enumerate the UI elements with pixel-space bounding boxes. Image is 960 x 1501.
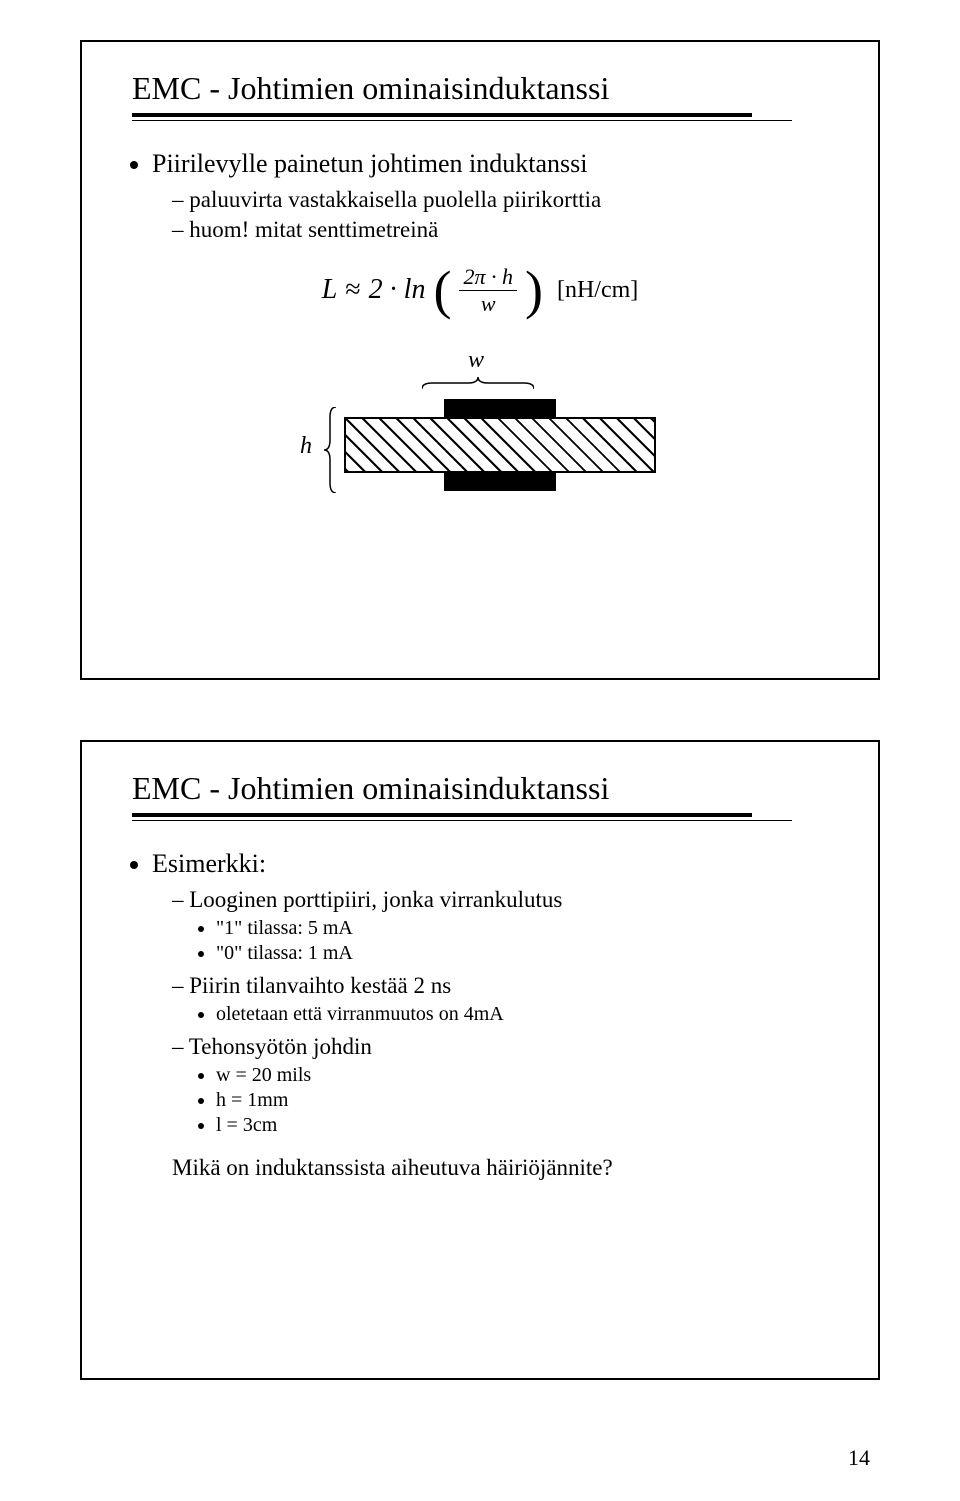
sub-sub-bullet: "1" tilassa: 5 mA (216, 917, 828, 940)
brace-h (322, 407, 338, 493)
formula-approx: ≈ (345, 274, 360, 306)
formula: L ≈ 2 · ln ( 2π · h w ) [nH/cm] (132, 263, 828, 317)
formula-2ln: 2 · ln (369, 274, 426, 306)
question-text: Mikä on induktanssista aiheutuva häiriöj… (172, 1155, 828, 1181)
bullet: Piirilevylle painetun johtimen induktans… (152, 149, 828, 243)
label-w: w (468, 347, 484, 374)
sub-bullet: Tehonsyötön johdin w = 20 mils h = 1mm l… (172, 1034, 828, 1137)
sub-sub-bullet: oletetaan että virranmuutos on 4mA (216, 1003, 828, 1026)
layer-stack (344, 399, 656, 491)
formula-L: L (322, 274, 338, 306)
slide2-title: EMC - Johtimien ominaisinduktanssi (132, 770, 828, 807)
cross-section-diagram: w h (300, 347, 660, 527)
sub-sub-bullet: h = 1mm (216, 1089, 828, 1112)
sub-sub-bullet: "0" tilassa: 1 mA (216, 942, 828, 965)
paren-left: ( (433, 263, 451, 317)
label-h: h (300, 433, 312, 460)
sub-bullet: Looginen porttipiiri, jonka virrankulutu… (172, 887, 828, 965)
title-underline (132, 113, 828, 121)
slide-2: EMC - Johtimien ominaisinduktanssi Esime… (80, 740, 880, 1380)
top-conductor (444, 399, 556, 417)
paren-right: ) (525, 263, 543, 317)
sub-bullet: Piirin tilanvaihto kestää 2 ns oletetaan… (172, 973, 828, 1026)
fraction-num: 2π · h (459, 264, 517, 291)
bullet: Esimerkki: Looginen porttipiiri, jonka v… (152, 849, 828, 1137)
dielectric-layer (344, 417, 656, 473)
fraction: 2π · h w (459, 264, 517, 317)
title-underline (132, 813, 828, 821)
bullet-text: Piirilevylle painetun johtimen induktans… (152, 149, 587, 178)
page-number: 14 (848, 1445, 870, 1471)
sub-bullet: huom! mitat senttimetreinä (172, 217, 828, 243)
sub-sub-bullet: l = 3cm (216, 1114, 828, 1137)
sub-sub-bullet: w = 20 mils (216, 1064, 828, 1087)
fraction-den: w (477, 291, 500, 317)
bullet-text: Esimerkki: (152, 849, 266, 878)
slide-1: EMC - Johtimien ominaisinduktanssi Piiri… (80, 40, 880, 680)
slide1-title: EMC - Johtimien ominaisinduktanssi (132, 70, 828, 107)
sub-bullet: paluuvirta vastakkaisella puolella piiri… (172, 187, 828, 213)
brace-w (422, 375, 534, 391)
formula-unit: [nH/cm] (557, 277, 638, 304)
slide2-list: Esimerkki: Looginen porttipiiri, jonka v… (132, 849, 828, 1137)
slide1-list: Piirilevylle painetun johtimen induktans… (132, 149, 828, 243)
bottom-conductor (444, 473, 556, 491)
